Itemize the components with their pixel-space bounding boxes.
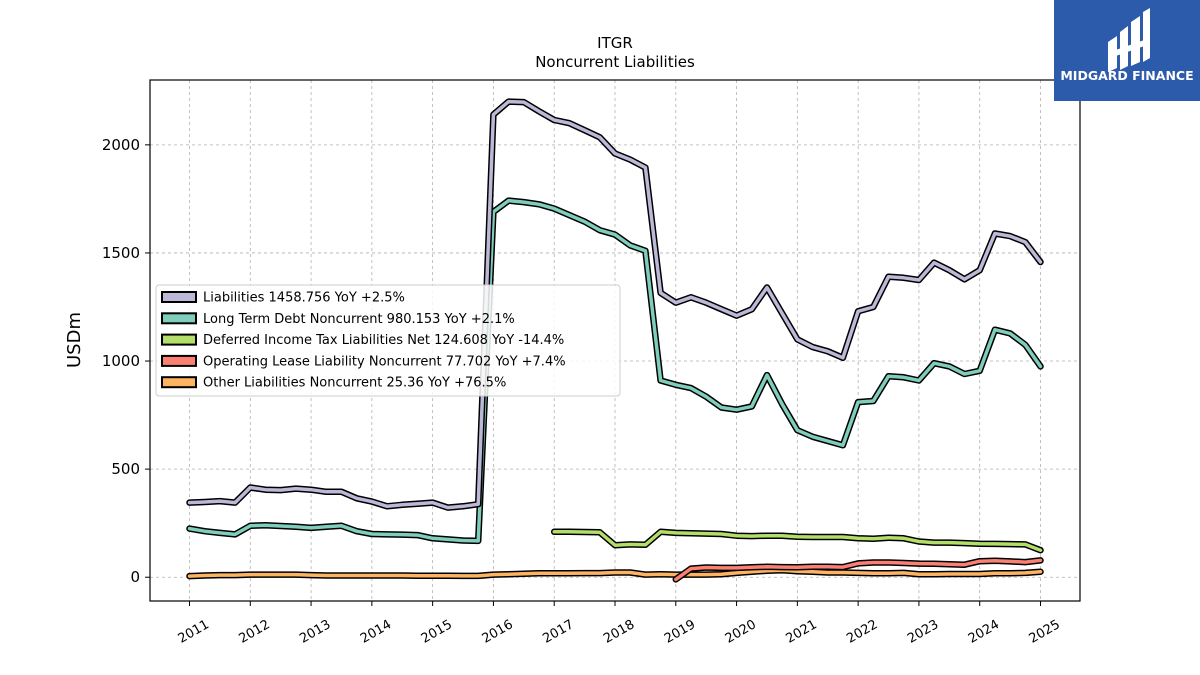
series-lines	[186, 98, 1044, 583]
x-tick-label: 2015	[419, 617, 455, 647]
y-tick-label: 1500	[102, 244, 140, 262]
x-tick-label: 2024	[966, 617, 1002, 647]
logo-mark-icon	[1108, 8, 1150, 72]
legend-swatch	[161, 312, 197, 325]
series-line	[674, 558, 1043, 582]
legend-entry: Liabilities 1458.756 YoY +2.5%	[203, 291, 405, 306]
y-tick-label: 500	[111, 460, 140, 478]
x-tick-label: 2011	[176, 617, 212, 647]
chart-subtitle: Noncurrent Liabilities	[535, 53, 695, 71]
x-tick-label: 2017	[540, 617, 576, 647]
x-tick-label: 2016	[480, 617, 516, 647]
midgard-finance-logo: MIDGARD FINANCE	[1054, 0, 1200, 101]
series-line	[552, 530, 1043, 552]
logo-text: MIDGARD FINANCE	[1060, 68, 1193, 83]
x-tick-label: 2025	[1027, 617, 1063, 647]
y-tick-label: 1000	[102, 352, 140, 370]
x-tick-label: 2019	[662, 617, 698, 647]
legend-entry: Operating Lease Liability Noncurrent 77.…	[203, 354, 566, 369]
series-line-outline	[550, 528, 1044, 554]
series-line	[187, 198, 1043, 543]
x-tick-label: 2022	[844, 617, 880, 647]
y-tick-label: 2000	[102, 136, 140, 154]
series-other-liabilities-noncurrent	[186, 567, 1044, 580]
legend-entry: Other Liabilities Noncurrent 25.36 YoY +…	[203, 376, 506, 391]
series-line	[187, 99, 1043, 510]
chart-title: ITGR	[597, 34, 633, 52]
legend-frame	[155, 284, 621, 397]
series-liabilities	[186, 98, 1044, 511]
x-tick-label: 2014	[358, 617, 394, 647]
legend-entry: Long Term Debt Noncurrent 980.153 YoY +2…	[203, 312, 515, 327]
legend: Liabilities 1458.756 YoY +2.5% Long Term …	[155, 284, 621, 397]
legend-swatch	[161, 354, 197, 367]
x-tick-label: 2018	[601, 617, 637, 647]
legend-swatch	[161, 291, 197, 303]
series-long-term-debt-noncurrent	[186, 197, 1044, 545]
x-tick-label: 2020	[723, 617, 759, 647]
x-tick-label: 2021	[784, 617, 820, 647]
series-deferred-income-tax-liabilities-net	[550, 528, 1044, 554]
x-tick-label: 2012	[236, 617, 272, 647]
legend-swatch	[161, 376, 197, 389]
y-tick-label: 0	[130, 568, 140, 586]
series-line	[187, 568, 1043, 578]
x-tick-label: 2023	[905, 617, 941, 647]
legend-entry: Deferred Income Tax Liabilities Net 124.…	[203, 333, 564, 348]
series-operating-lease-liability-noncurrent	[672, 557, 1044, 583]
legend-swatch	[161, 333, 197, 346]
y-axis-label: USDm	[64, 312, 85, 368]
x-tick-label: 2013	[297, 617, 333, 647]
